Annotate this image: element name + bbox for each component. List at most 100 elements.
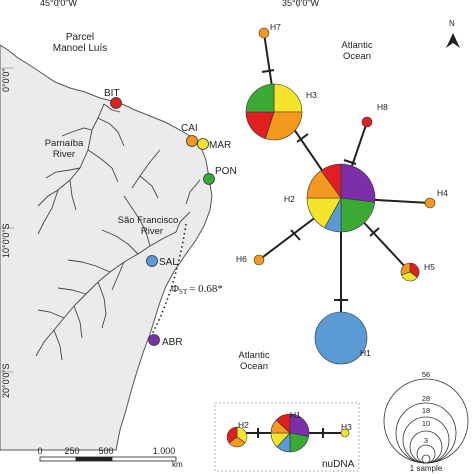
hap-label-H4: H4 xyxy=(437,188,448,198)
phi-st-label: ΦST = 0.68* xyxy=(171,283,223,296)
haplotype-pie-H8 xyxy=(361,116,373,128)
site-CAI: CAI xyxy=(181,123,198,147)
north-label: N xyxy=(449,19,455,28)
haplotype-pie-H1 xyxy=(314,311,368,365)
nudna-frame xyxy=(214,402,360,472)
north-arrow-icon: N xyxy=(446,19,460,48)
haplotype-pie-H2-slice-1 xyxy=(340,197,376,233)
land-mass xyxy=(0,44,213,451)
site-marker xyxy=(203,173,215,185)
haplotype-pie-H7 xyxy=(258,27,270,39)
nudna-title: nuDNA xyxy=(322,459,355,470)
size-legend-56: 56 xyxy=(422,370,430,379)
lon-label-35w: 35°0'0"W xyxy=(282,0,320,8)
haplotype-pie-H2 xyxy=(306,163,376,233)
nudna-label-H1: H1 xyxy=(290,410,301,420)
hap-label-H5: H5 xyxy=(424,262,435,272)
nudna-pie-H2 xyxy=(226,426,248,448)
hap-label-H6: H6 xyxy=(236,254,247,264)
nudna-pies xyxy=(226,413,350,453)
nudna-pie-H3 xyxy=(340,428,350,438)
haplotype-labels: H7 H3 H8 H2 H4 H6 H5 H1 xyxy=(236,22,448,358)
nudna-pie-H3-slice-0 xyxy=(340,428,350,438)
scale-tick-0: 0 xyxy=(37,446,42,456)
size-legend xyxy=(383,378,469,464)
site-marker xyxy=(148,334,160,346)
site-label: SAL xyxy=(159,257,178,268)
hap-label-H3: H3 xyxy=(306,90,317,100)
lat-label-0: 0°0'0" xyxy=(1,68,11,92)
haplotype-pie-H7-slice-0 xyxy=(258,27,270,39)
scale-unit: km xyxy=(172,460,183,469)
site-marker xyxy=(146,255,158,267)
size-legend-10: 10 xyxy=(422,419,430,428)
hap-label-H2: H2 xyxy=(284,194,295,204)
parnaiba-label-line2: River xyxy=(53,149,75,160)
site-label: ABR xyxy=(162,337,183,348)
size-legend-18: 18 xyxy=(422,406,430,415)
haplotype-pie-H3-slice-0 xyxy=(273,83,303,113)
haplotype-network xyxy=(245,27,436,365)
nudna-pie-H1-slice-1 xyxy=(289,432,310,453)
parcel-label-line1: Parcel xyxy=(66,32,94,43)
lat-label-20s: 20°0'0"S xyxy=(1,363,11,398)
phi-symbol: Φ xyxy=(171,283,179,295)
nudna-pie-H2-slice-0 xyxy=(236,426,248,444)
haplotype-pie-H4 xyxy=(424,197,436,209)
site-label: BIT xyxy=(104,88,120,99)
nudna-pie-H2-slice-2 xyxy=(226,426,238,444)
haplotype-pie-H5 xyxy=(400,262,420,282)
parnaiba-label-line1: Parnaíba xyxy=(45,138,84,149)
phi-value: = 0.68* xyxy=(189,283,223,295)
site-marker xyxy=(186,135,198,147)
scale-tick-500: 500 xyxy=(98,446,113,456)
size-legend-3: 3 xyxy=(424,436,428,445)
nudna-label-H2: H2 xyxy=(238,420,249,430)
ocean-label-top-line1: Atlantic xyxy=(341,40,372,51)
site-BIT: BIT xyxy=(104,88,122,109)
scale-tick-1000: 1.000 xyxy=(153,446,176,456)
haplotype-pie-H2-slice-5 xyxy=(320,163,342,199)
hap-label-H1: H1 xyxy=(360,348,371,358)
site-marker xyxy=(110,97,122,109)
haplotype-pie-H3 xyxy=(245,83,303,141)
nudna-inset: H2 H1 H3 nuDNA xyxy=(214,402,360,472)
ocean-label-bottom-line1: Atlantic xyxy=(238,350,269,361)
scale-bar: 0 250 500 1.000 km xyxy=(37,446,183,469)
parcel-label-line2: Manoel Luís xyxy=(53,43,107,54)
haplotype-pie-H1-slice-0 xyxy=(314,311,368,365)
nudna-pie-H1 xyxy=(270,413,310,453)
haplotype-pie-H3-slice-1 xyxy=(264,111,303,141)
haplotype-pie-H6 xyxy=(253,254,265,266)
lon-label-45w: 45°0'0"W xyxy=(40,0,78,8)
haplotype-pie-H3-slice-3 xyxy=(245,83,275,113)
nudna-pie-H1-slice-5 xyxy=(275,413,291,434)
nudna-pie-H1-slice-0 xyxy=(289,413,310,437)
rivers xyxy=(35,103,201,361)
site-PON: PON xyxy=(203,166,237,185)
site-MAR: MAR xyxy=(197,138,231,151)
site-SAL: SAL xyxy=(146,255,178,268)
mutation-ticks xyxy=(261,69,380,301)
ocean-label-bottom-line2: Ocean xyxy=(240,361,268,372)
haplotype-pie-H5-slice-2 xyxy=(400,262,411,276)
sao-francisco-label-line1: São Francisco xyxy=(118,215,179,226)
haplotype-pie-H6-slice-0 xyxy=(253,254,265,266)
haplotype-pie-H8-slice-0 xyxy=(361,116,373,128)
nudna-label-H3: H3 xyxy=(341,422,352,432)
ocean-label-top-line2: Ocean xyxy=(343,51,371,62)
site-label: CAI xyxy=(181,123,198,134)
site-marker xyxy=(197,138,209,150)
lat-label-10s: 10°0'0"S xyxy=(1,223,11,258)
haplotype-pie-H4-slice-0 xyxy=(424,197,436,209)
scale-tick-250: 250 xyxy=(64,446,79,456)
size-legend-28: 28 xyxy=(422,394,430,403)
site-ABR: ABR xyxy=(148,334,183,348)
size-legend-caption: 1 sample xyxy=(410,464,443,473)
site-label: PON xyxy=(215,166,237,177)
sao-francisco-label-line2: River xyxy=(141,226,163,237)
hap-label-H7: H7 xyxy=(270,22,281,32)
site-label: MAR xyxy=(209,140,231,151)
